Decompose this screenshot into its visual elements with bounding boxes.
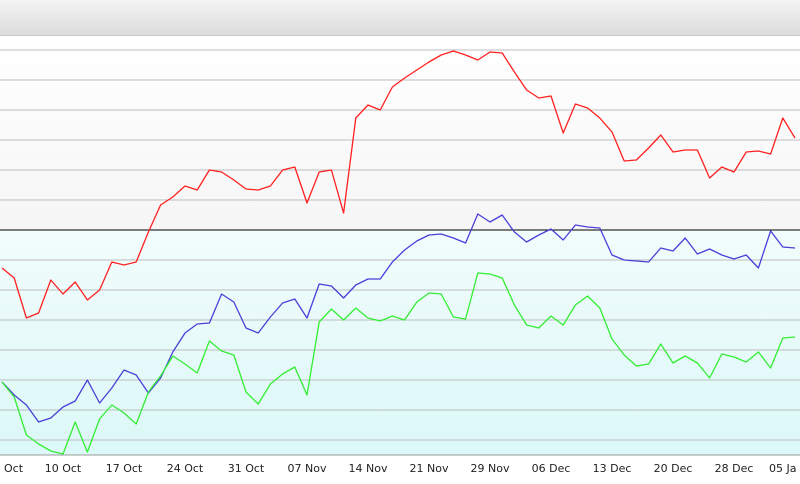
x-tick-label: 10 Oct bbox=[45, 462, 82, 475]
x-tick-label: 07 Nov bbox=[288, 462, 327, 475]
series-line bbox=[1, 213, 796, 423]
upper-background bbox=[0, 36, 800, 230]
x-tick-label: 29 Nov bbox=[471, 462, 510, 475]
x-tick-label: 20 Dec bbox=[654, 462, 693, 475]
series-lines bbox=[1, 50, 796, 455]
x-tick-label: 13 Dec bbox=[593, 462, 632, 475]
x-tick-label: 24 Oct bbox=[167, 462, 204, 475]
top-bar bbox=[0, 0, 800, 35]
x-axis: Oct 10 Oct 17 Oct 24 Oct 31 Oct 07 Nov 14 Nov 2… bbox=[4, 462, 797, 475]
plot-background bbox=[0, 36, 800, 455]
x-tick-label: Oct bbox=[4, 462, 24, 475]
x-tick-label: 31 Oct bbox=[228, 462, 265, 475]
x-tick-label: 28 Dec bbox=[715, 462, 754, 475]
lower-background bbox=[0, 230, 800, 455]
series-line bbox=[1, 50, 796, 319]
x-tick-label: 14 Nov bbox=[349, 462, 388, 475]
x-tick-label: 17 Oct bbox=[106, 462, 143, 475]
series-line bbox=[1, 272, 796, 455]
grid bbox=[0, 49, 800, 456]
x-tick-label: 05 Ja bbox=[769, 462, 796, 475]
x-tick-label: 06 Dec bbox=[532, 462, 571, 475]
x-tick-label: 21 Nov bbox=[410, 462, 449, 475]
